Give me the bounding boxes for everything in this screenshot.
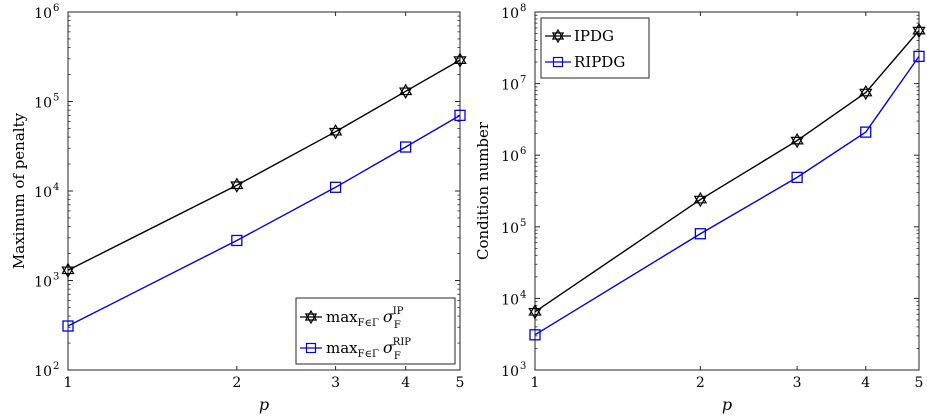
data-point-hexagram [61,262,75,278]
y-tick-label: 10 [34,275,52,291]
series-line-penalty-1 [67,114,461,327]
data-point-hexagram [693,191,708,208]
y-tick-label: 10 [34,6,52,22]
series-group-condition [528,22,926,341]
data-point-hexagram [528,304,542,320]
y-tick-label: 10 [501,221,519,237]
x-tick-label: 1 [64,375,73,391]
x-tick-label: 2 [696,375,705,391]
legend-sub-ip: F∈Γ [358,318,379,329]
x-tick-label: 3 [331,375,340,391]
legend-symsup-rip: RIP [393,337,411,348]
legend-op-ip: max [326,308,358,326]
x-tick-label: 1 [531,375,540,391]
legend-label-ripdg: RIPDG [574,53,625,71]
y-tick-exponent: 6 [520,146,526,157]
legend-marker-hexagram-icon [551,28,565,44]
x-tick-label: 2 [232,375,241,391]
data-point-hexagram [912,22,926,39]
legend-symsub-rip: F [394,351,401,362]
data-point-square [860,126,872,138]
legend-symsub-ip: F [394,320,401,331]
legend-entry-ipdg: IPDG [545,27,614,45]
data-point-square [231,234,243,247]
legend-entry-penalty-rip: maxF∈Γ σF RIP [300,337,411,362]
y-tick-exponent: 2 [53,361,59,372]
data-point-square [913,50,925,63]
data-point-hexagram [230,177,244,193]
y-axis-label-penalty: Maximum of penalty [10,112,28,269]
x-tick-label: 3 [793,375,802,391]
x-axis-label-condition: p [722,395,732,414]
data-point-square [454,109,466,122]
legend-marker-square-icon [305,342,317,354]
y-tick-label: 10 [501,364,519,380]
legend-entry-penalty-ip: maxF∈Γ σF IP [300,306,404,331]
y-tick-exponent: 4 [53,182,59,193]
data-point-hexagram [790,132,804,149]
data-point-square [529,329,541,341]
legend-op-rip: max [326,339,358,357]
y-tick-exponent: 5 [520,218,526,229]
y-tick-exponent: 4 [520,289,526,300]
legend-penalty: maxF∈Γ σFIP maxF∈Γ σFRIP [295,297,456,365]
series-group-penalty [61,52,467,332]
legend-box-penalty [295,297,456,365]
series-line-condition-1 [534,55,920,336]
data-point-square [329,181,342,193]
y-tick-label: 10 [501,292,519,308]
y-tick-exponent: 3 [53,272,59,283]
series-line-penalty-0 [67,59,461,271]
y-tick-label: 10 [501,6,519,22]
legend-sym-rip: σ [383,338,395,357]
x-tick-label: 4 [401,375,410,391]
y-tick-label: 10 [34,185,52,201]
legend-sub-rip: F∈Γ [358,349,379,360]
y-axis-label-condition: Condition number [474,121,492,260]
legend-sym-ip: σ [383,307,395,326]
y-tick-exponent: 8 [520,3,526,14]
y-tick-exponent: 6 [53,3,59,14]
x-tick-label: 4 [861,375,870,391]
legend-symsup-ip: IP [393,306,404,317]
y-tick-exponent: 3 [520,361,526,372]
data-point-square [791,171,803,184]
legend-marker-square-icon [552,56,564,68]
y-tick-exponent: 5 [53,93,59,104]
y-tick-label: 10 [501,78,519,94]
y-tick-label: 10 [34,96,52,112]
legend-box-condition [540,17,650,79]
data-point-hexagram [859,84,873,101]
y-tick-exponent: 7 [520,75,526,86]
x-tick-label: 5 [915,375,924,391]
series-line-condition-0 [534,30,920,313]
legend-entry-ripdg: RIPDG [545,53,625,71]
data-point-square [400,141,412,153]
data-point-square [62,320,74,332]
data-point-square [694,228,707,240]
legend-marker-hexagram-icon [304,309,318,325]
data-point-hexagram [453,52,467,68]
x-axis-label-penalty: p [259,395,269,414]
legend-condition: IPDG RIPDG [540,17,650,79]
data-point-hexagram [398,83,413,99]
y-tick-label: 10 [34,364,52,380]
data-point-hexagram [328,123,343,140]
x-tick-label: 5 [456,375,465,391]
legend-label-ipdg: IPDG [574,27,614,45]
y-tick-label: 10 [501,149,519,165]
